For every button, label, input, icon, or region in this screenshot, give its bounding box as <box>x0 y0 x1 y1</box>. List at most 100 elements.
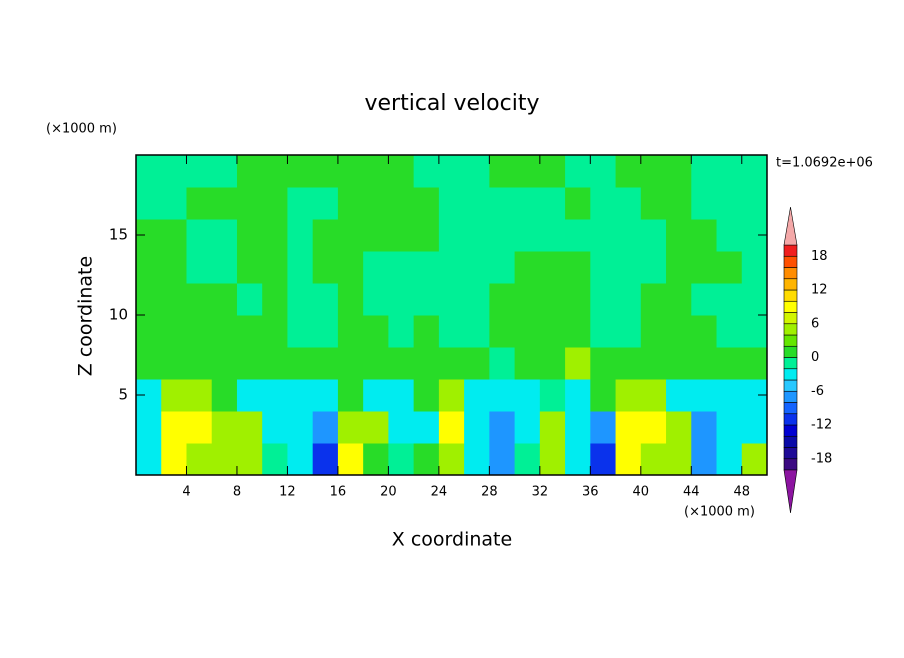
contour-cell <box>464 283 490 316</box>
contour-cell <box>489 379 516 412</box>
contour-cell <box>262 187 288 220</box>
contour-cell <box>413 155 440 188</box>
contour-cell <box>539 187 566 220</box>
contour-cell <box>211 411 238 444</box>
colorbar-box <box>783 357 798 370</box>
contour-cell <box>590 411 617 444</box>
contour-cell <box>716 443 743 476</box>
contour-cell <box>236 187 263 220</box>
contour-cell <box>388 315 415 348</box>
contour-cell <box>312 251 339 284</box>
contour-cell <box>211 283 238 316</box>
contour-cell <box>161 187 187 220</box>
contour-cell <box>287 347 314 380</box>
contour-cell <box>186 187 213 220</box>
y-tick-label: 5 <box>118 386 128 404</box>
contour-cell <box>262 379 288 412</box>
colorbar-box <box>783 390 798 403</box>
contour-cell <box>691 187 718 220</box>
contour-cell <box>312 155 339 188</box>
x-axis-label: X coordinate <box>392 529 512 551</box>
contour-cell <box>539 155 566 188</box>
contour-cell <box>438 379 465 412</box>
contour-cell <box>640 155 667 188</box>
x-tick-label: 16 <box>330 485 347 500</box>
contour-cell <box>514 155 541 188</box>
contour-cell <box>590 347 617 380</box>
contour-cell <box>438 411 465 444</box>
contour-cell <box>262 315 288 348</box>
contour-cell <box>312 187 339 220</box>
y-tick-label: 10 <box>109 306 128 324</box>
contour-cell <box>464 379 490 412</box>
contour-cell <box>161 411 187 444</box>
contour-cell <box>539 379 566 412</box>
contour-cell <box>337 411 364 444</box>
contour-cell <box>438 155 465 188</box>
contour-cell <box>489 315 516 348</box>
colorbar-box <box>783 300 798 313</box>
x-tick-label: 44 <box>683 485 700 500</box>
contour-cell <box>565 379 591 412</box>
contour-cell <box>716 315 743 348</box>
colorbar-tick-label: 0 <box>811 350 819 365</box>
contour-cell <box>161 347 187 380</box>
contour-cell <box>464 347 490 380</box>
colorbar-box <box>783 312 798 325</box>
contour-cell <box>640 283 667 316</box>
contour-cell <box>312 347 339 380</box>
contour-cell <box>691 251 718 284</box>
contour-cell <box>363 251 389 284</box>
contour-cell <box>186 251 213 284</box>
contour-cell <box>236 443 263 476</box>
contour-cell <box>312 315 339 348</box>
colorbar-under <box>783 469 798 514</box>
contour-cell <box>287 187 314 220</box>
contour-cell <box>514 219 541 252</box>
contour-cell <box>666 443 692 476</box>
x-tick-label: 4 <box>182 485 190 500</box>
contour-cell <box>388 347 415 380</box>
contour-cell <box>363 315 389 348</box>
contour-cell <box>236 155 263 188</box>
contour-cell <box>363 283 389 316</box>
contour-cell <box>716 187 743 220</box>
contour-cell <box>565 443 591 476</box>
x-tick-label: 32 <box>532 485 549 500</box>
contour-cell <box>514 283 541 316</box>
contour-cell <box>489 155 516 188</box>
contour-cell <box>691 411 718 444</box>
contour-cell <box>514 411 541 444</box>
contour-cell <box>640 379 667 412</box>
contour-cell <box>489 219 516 252</box>
contour-cell <box>337 251 364 284</box>
contour-cell <box>464 187 490 220</box>
x-unit: (×1000 m) <box>684 505 755 520</box>
contour-cell <box>287 219 314 252</box>
contour-cell <box>211 251 238 284</box>
contour-cell <box>236 315 263 348</box>
contour-cell <box>413 251 440 284</box>
contour-cell <box>388 219 415 252</box>
contour-cell <box>363 187 389 220</box>
contour-cell <box>186 283 213 316</box>
colorbar-box <box>783 345 798 358</box>
contour-cell <box>615 315 642 348</box>
colorbar-box <box>783 278 798 291</box>
contour-cell <box>539 411 566 444</box>
contour-cell <box>691 443 718 476</box>
contour-cell <box>413 411 440 444</box>
contour-cell <box>666 283 692 316</box>
contour-cell <box>716 251 743 284</box>
colorbar-box <box>783 379 798 392</box>
contour-cell <box>413 443 440 476</box>
contour-cell <box>539 315 566 348</box>
contour-cell <box>262 347 288 380</box>
contour-cell <box>514 347 541 380</box>
contour-cell <box>666 379 692 412</box>
contour-cell <box>337 283 364 316</box>
contour-cell <box>691 315 718 348</box>
contour-cell <box>438 219 465 252</box>
colorbar-box <box>783 244 798 257</box>
contour-cell <box>438 251 465 284</box>
